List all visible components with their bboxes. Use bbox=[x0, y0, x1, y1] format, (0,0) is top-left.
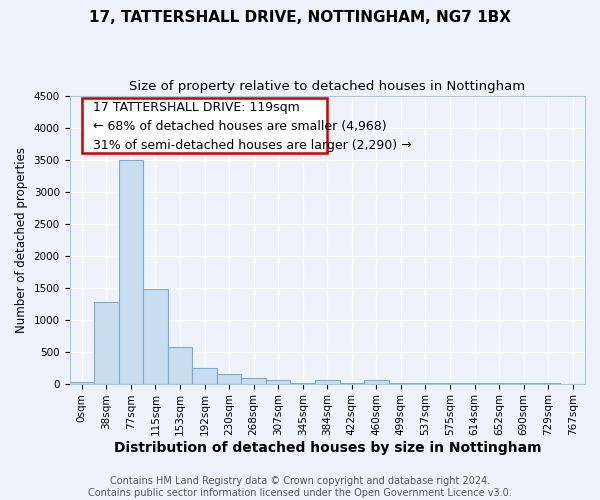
Bar bbox=[315, 380, 340, 384]
Title: Size of property relative to detached houses in Nottingham: Size of property relative to detached ho… bbox=[129, 80, 526, 93]
Text: Contains HM Land Registry data © Crown copyright and database right 2024.
Contai: Contains HM Land Registry data © Crown c… bbox=[88, 476, 512, 498]
Bar bbox=[70, 382, 94, 384]
Bar bbox=[119, 160, 143, 384]
Bar bbox=[364, 380, 389, 384]
Bar bbox=[217, 374, 241, 384]
Bar bbox=[143, 289, 168, 384]
Text: 31% of semi-detached houses are larger (2,290) →: 31% of semi-detached houses are larger (… bbox=[93, 139, 412, 152]
Text: ← 68% of detached houses are smaller (4,968): ← 68% of detached houses are smaller (4,… bbox=[93, 120, 386, 133]
X-axis label: Distribution of detached houses by size in Nottingham: Distribution of detached houses by size … bbox=[113, 441, 541, 455]
Bar bbox=[266, 380, 290, 384]
Bar bbox=[192, 368, 217, 384]
Y-axis label: Number of detached properties: Number of detached properties bbox=[15, 146, 28, 332]
Bar bbox=[168, 347, 192, 384]
Text: 17 TATTERSHALL DRIVE: 119sqm: 17 TATTERSHALL DRIVE: 119sqm bbox=[93, 102, 299, 114]
Bar bbox=[94, 302, 119, 384]
Text: 17, TATTERSHALL DRIVE, NOTTINGHAM, NG7 1BX: 17, TATTERSHALL DRIVE, NOTTINGHAM, NG7 1… bbox=[89, 10, 511, 25]
FancyBboxPatch shape bbox=[82, 98, 327, 153]
Bar bbox=[241, 378, 266, 384]
